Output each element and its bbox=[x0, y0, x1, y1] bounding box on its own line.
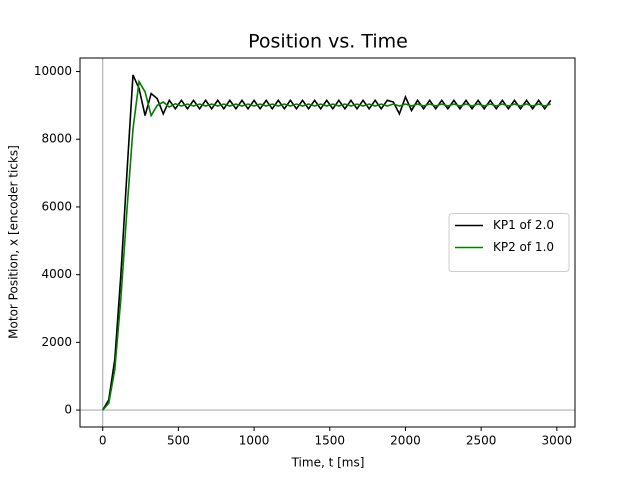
series-line bbox=[102, 79, 552, 411]
y-tick-label: 8000 bbox=[41, 132, 72, 146]
x-axis-label: Time, t [ms] bbox=[291, 456, 365, 470]
y-tick-label: 10000 bbox=[34, 64, 72, 78]
x-tick-label: 500 bbox=[167, 434, 190, 448]
plot-frame bbox=[79, 57, 576, 428]
legend-label: KP2 of 1.0 bbox=[493, 240, 554, 254]
legend-box bbox=[448, 213, 570, 272]
x-tick-label: 0 bbox=[99, 434, 107, 448]
series-line bbox=[102, 74, 552, 411]
chart-title: Position vs. Time bbox=[248, 31, 408, 53]
x-tick-label: 3000 bbox=[542, 434, 573, 448]
y-tick-label: 4000 bbox=[41, 267, 72, 281]
x-tick-label: 1500 bbox=[314, 434, 345, 448]
x-tick-label: 2000 bbox=[390, 434, 421, 448]
y-tick-label: 6000 bbox=[41, 199, 72, 213]
x-tick-label: 1000 bbox=[239, 434, 270, 448]
y-tick-label: 0 bbox=[64, 403, 72, 417]
legend-label: KP1 of 2.0 bbox=[493, 218, 554, 232]
x-tick-label: 2500 bbox=[466, 434, 497, 448]
y-tick-label: 2000 bbox=[41, 335, 72, 349]
y-axis-label: Motor Position, x [encoder ticks] bbox=[7, 145, 21, 339]
